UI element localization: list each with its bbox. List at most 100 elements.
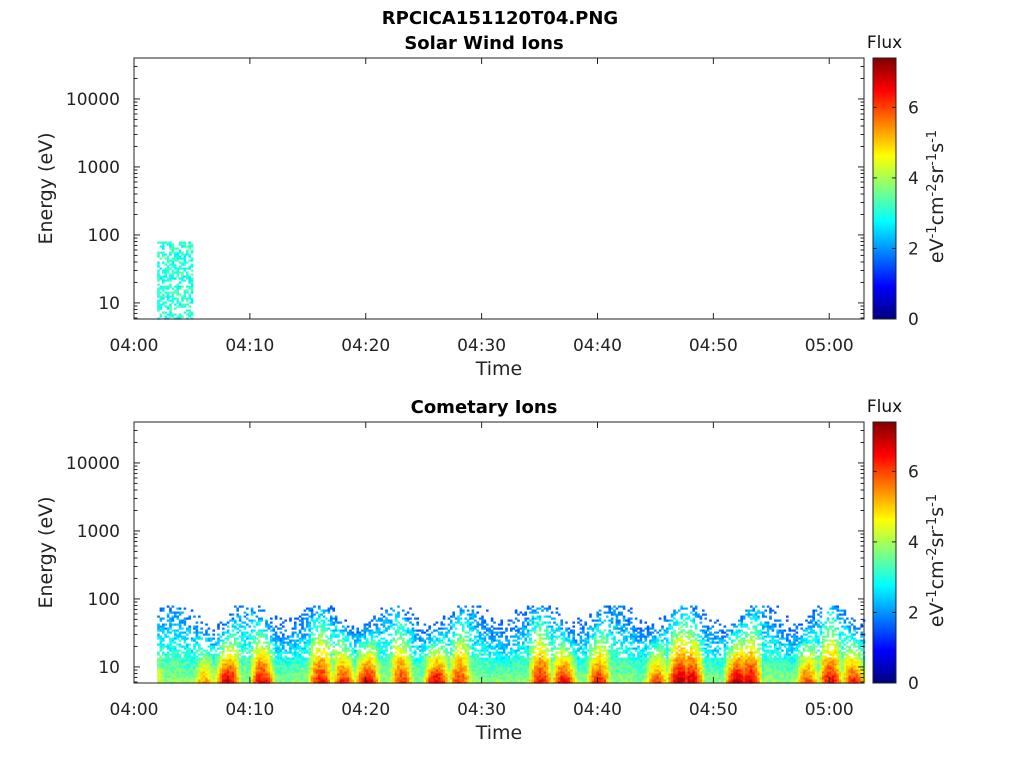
heatmap-cell: [522, 635, 525, 638]
heatmap-cell: [519, 627, 523, 630]
heatmap-cell: [310, 661, 314, 664]
heatmap-cell: [325, 663, 328, 666]
heatmap-cell: [380, 619, 383, 622]
heatmap-cell: [219, 675, 223, 678]
heatmap-cell: [426, 673, 429, 676]
heatmap-cell: [325, 629, 328, 632]
heatmap-cell: [584, 647, 587, 650]
heatmap-cell: [286, 657, 290, 660]
heatmap-cell: [454, 633, 458, 636]
heatmap-cell: [183, 655, 187, 658]
heatmap-cell: [370, 639, 374, 642]
heatmap-cell: [169, 273, 172, 276]
heatmap-cell: [159, 625, 163, 628]
heatmap-cell: [313, 637, 316, 640]
heatmap-cell: [409, 659, 412, 662]
heatmap-cell: [157, 625, 160, 628]
heatmap-cell: [416, 677, 419, 680]
heatmap-cell: [310, 655, 314, 658]
heatmap-cell: [181, 659, 184, 662]
heatmap-cell: [601, 649, 604, 652]
heatmap-cell: [349, 675, 352, 678]
heatmap-cell: [483, 651, 487, 654]
heatmap-cell: [157, 651, 160, 654]
heatmap-cell: [171, 259, 175, 262]
heatmap-cell: [591, 673, 595, 676]
heatmap-cell: [507, 665, 511, 668]
heatmap-cell: [483, 653, 487, 656]
heatmap-cell: [238, 625, 242, 628]
heatmap-cell: [577, 621, 580, 624]
heatmap-cell: [382, 677, 386, 680]
heatmap-cell: [378, 649, 381, 652]
heatmap-cell: [169, 291, 172, 294]
heatmap-cell: [577, 671, 580, 674]
heatmap-cell: [452, 655, 455, 658]
heatmap-cell: [529, 671, 532, 674]
heatmap-cell: [231, 649, 235, 652]
heatmap-cell: [176, 665, 179, 668]
heatmap-cell: [394, 613, 398, 616]
heatmap-cell: [378, 657, 381, 660]
heatmap-cell: [490, 665, 494, 668]
heatmap-cell: [474, 653, 477, 656]
heatmap-cell: [188, 253, 191, 256]
heatmap-cell: [562, 645, 566, 648]
heatmap-cell: [294, 657, 297, 660]
heatmap-cell: [524, 677, 527, 680]
heatmap-cell: [498, 647, 501, 650]
heatmap-cell: [454, 621, 458, 624]
heatmap-cell: [301, 639, 304, 642]
heatmap-cell: [351, 679, 355, 682]
heatmap-cell: [178, 611, 182, 614]
heatmap-cell: [284, 641, 287, 644]
heatmap-cell: [174, 675, 177, 678]
heatmap-cell: [166, 261, 170, 264]
heatmap-cell: [308, 675, 311, 678]
heatmap-cell: [416, 663, 419, 666]
heatmap-cell: [428, 633, 431, 636]
heatmap-cell: [524, 673, 527, 676]
heatmap-cell: [433, 629, 436, 632]
heatmap-cell: [488, 637, 491, 640]
heatmap-cell: [464, 653, 467, 656]
heatmap-cell: [284, 677, 287, 680]
heatmap-cell: [500, 657, 503, 660]
heatmap-cell: [493, 667, 496, 670]
heatmap-cell: [493, 677, 496, 680]
heatmap-cell: [306, 643, 309, 646]
heatmap-cell: [159, 267, 163, 270]
heatmap-cell: [471, 615, 475, 618]
heatmap-cell: [181, 243, 184, 246]
heatmap-cell: [514, 661, 518, 664]
heatmap-cell: [260, 647, 263, 650]
heatmap-cell: [217, 679, 220, 682]
heatmap-cell: [318, 637, 321, 640]
heatmap-cell: [486, 647, 489, 650]
heatmap-cell: [459, 613, 463, 616]
heatmap-cell: [241, 639, 244, 642]
heatmap-cell: [464, 631, 467, 634]
heatmap-cell: [457, 621, 460, 624]
heatmap-cell: [373, 679, 376, 682]
heatmap-cell: [366, 663, 369, 666]
heatmap-cell: [171, 275, 175, 278]
heatmap-cell: [349, 643, 352, 646]
heatmap-cell: [291, 677, 295, 680]
heatmap-cell: [404, 661, 407, 664]
heatmap-cell: [289, 667, 292, 670]
heatmap-cell: [442, 641, 446, 644]
heatmap-cell: [322, 669, 326, 672]
heatmap-cell: [366, 623, 369, 626]
heatmap-cell: [219, 661, 223, 664]
heatmap-cell: [286, 651, 290, 654]
heatmap-cell: [210, 663, 213, 666]
heatmap-cell: [392, 659, 395, 662]
heatmap-cell: [315, 647, 319, 650]
heatmap-cell: [507, 675, 511, 678]
heatmap-cell: [176, 623, 179, 626]
heatmap-cell: [159, 287, 163, 290]
heatmap-cell: [531, 675, 535, 678]
heatmap-cell: [558, 669, 561, 672]
heatmap-cell: [490, 675, 494, 678]
